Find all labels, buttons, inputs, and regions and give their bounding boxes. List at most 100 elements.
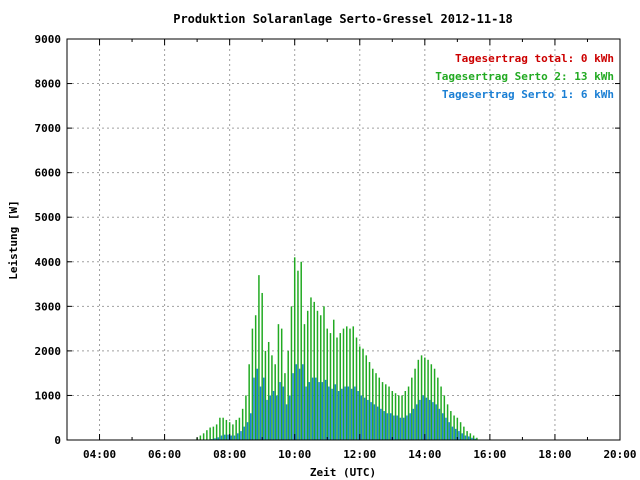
bar — [435, 404, 437, 440]
bar — [459, 422, 462, 440]
bar — [263, 377, 265, 440]
bar — [463, 426, 465, 440]
bar — [251, 328, 254, 440]
bar — [209, 427, 211, 440]
y-tick-label: 8000 — [35, 78, 62, 91]
x-tick-label: 08:00 — [213, 448, 246, 461]
bar — [415, 404, 418, 440]
bar — [274, 364, 276, 440]
bar — [472, 435, 475, 440]
bar — [401, 395, 403, 440]
bar — [354, 386, 356, 440]
bar — [368, 362, 371, 440]
bar — [219, 417, 221, 440]
y-tick-label: 2000 — [35, 345, 62, 358]
bar — [355, 337, 358, 440]
bar — [466, 431, 468, 440]
bar — [306, 310, 309, 440]
bar — [315, 377, 317, 440]
series-serto-1 — [210, 364, 476, 440]
bar — [386, 413, 389, 440]
bar — [461, 433, 463, 440]
bar — [305, 386, 307, 440]
bar — [443, 395, 446, 440]
bar — [406, 415, 408, 440]
bar — [367, 399, 369, 440]
bar — [290, 306, 293, 440]
bar — [264, 350, 267, 440]
bar — [347, 386, 350, 440]
bar — [319, 315, 322, 440]
bar — [464, 435, 467, 440]
bar — [380, 408, 382, 440]
x-tick-label: 20:00 — [603, 448, 636, 461]
bar — [398, 395, 400, 440]
bar — [284, 373, 286, 440]
x-tick-label: 16:00 — [473, 448, 506, 461]
bar — [308, 382, 311, 440]
bar — [352, 326, 355, 440]
bar — [474, 438, 476, 440]
bar — [316, 310, 319, 440]
bar — [232, 424, 234, 440]
bar — [332, 319, 335, 440]
bar — [339, 333, 341, 440]
bar — [420, 355, 423, 440]
bar — [432, 402, 434, 440]
bar — [277, 324, 280, 440]
bar — [295, 364, 298, 440]
x-tick-label: 14:00 — [408, 448, 441, 461]
bar — [357, 390, 359, 440]
y-tick-label: 9000 — [35, 33, 62, 46]
bar — [311, 377, 314, 440]
bar — [373, 404, 376, 440]
bar — [346, 326, 348, 440]
bar — [388, 386, 390, 440]
bar — [336, 337, 338, 440]
bar — [404, 390, 407, 440]
bar — [259, 386, 262, 440]
bar — [469, 433, 472, 440]
bar — [266, 399, 268, 440]
series-serto-2 — [196, 257, 478, 440]
bar — [235, 419, 237, 440]
bar — [424, 357, 426, 440]
bar — [412, 408, 415, 440]
bar — [276, 395, 278, 440]
bar — [411, 377, 413, 440]
bar — [287, 350, 289, 440]
y-tick-label: 6000 — [35, 167, 62, 180]
bar — [350, 388, 353, 440]
x-tick-label: 04:00 — [83, 448, 116, 461]
bar — [258, 275, 260, 440]
bar — [269, 395, 272, 440]
bar — [228, 422, 231, 440]
bar — [223, 434, 226, 440]
bar — [419, 399, 421, 440]
bar — [267, 341, 270, 440]
bar — [372, 368, 374, 440]
bar — [328, 386, 330, 440]
bar — [385, 384, 387, 440]
bar — [310, 297, 312, 440]
bar — [206, 430, 208, 440]
bar — [381, 382, 384, 440]
bar — [427, 359, 429, 440]
bar — [450, 411, 452, 440]
bar — [250, 413, 252, 440]
bar — [334, 384, 337, 440]
y-tick-label: 7000 — [35, 122, 62, 135]
bar — [324, 379, 327, 440]
bar — [389, 413, 392, 440]
bar — [394, 393, 397, 440]
bar — [359, 346, 361, 440]
bar — [342, 328, 345, 440]
bar — [375, 373, 377, 440]
legend-entry: Tagesertrag total: 0 kWh — [455, 52, 614, 65]
bar — [217, 437, 219, 440]
axes: 0 1000 2000 3000 4000 5000 6000 7000 8000 9000 04:… — [35, 33, 637, 461]
bar — [428, 399, 431, 440]
bar — [453, 415, 455, 440]
bar — [341, 388, 343, 440]
bar — [280, 328, 283, 440]
